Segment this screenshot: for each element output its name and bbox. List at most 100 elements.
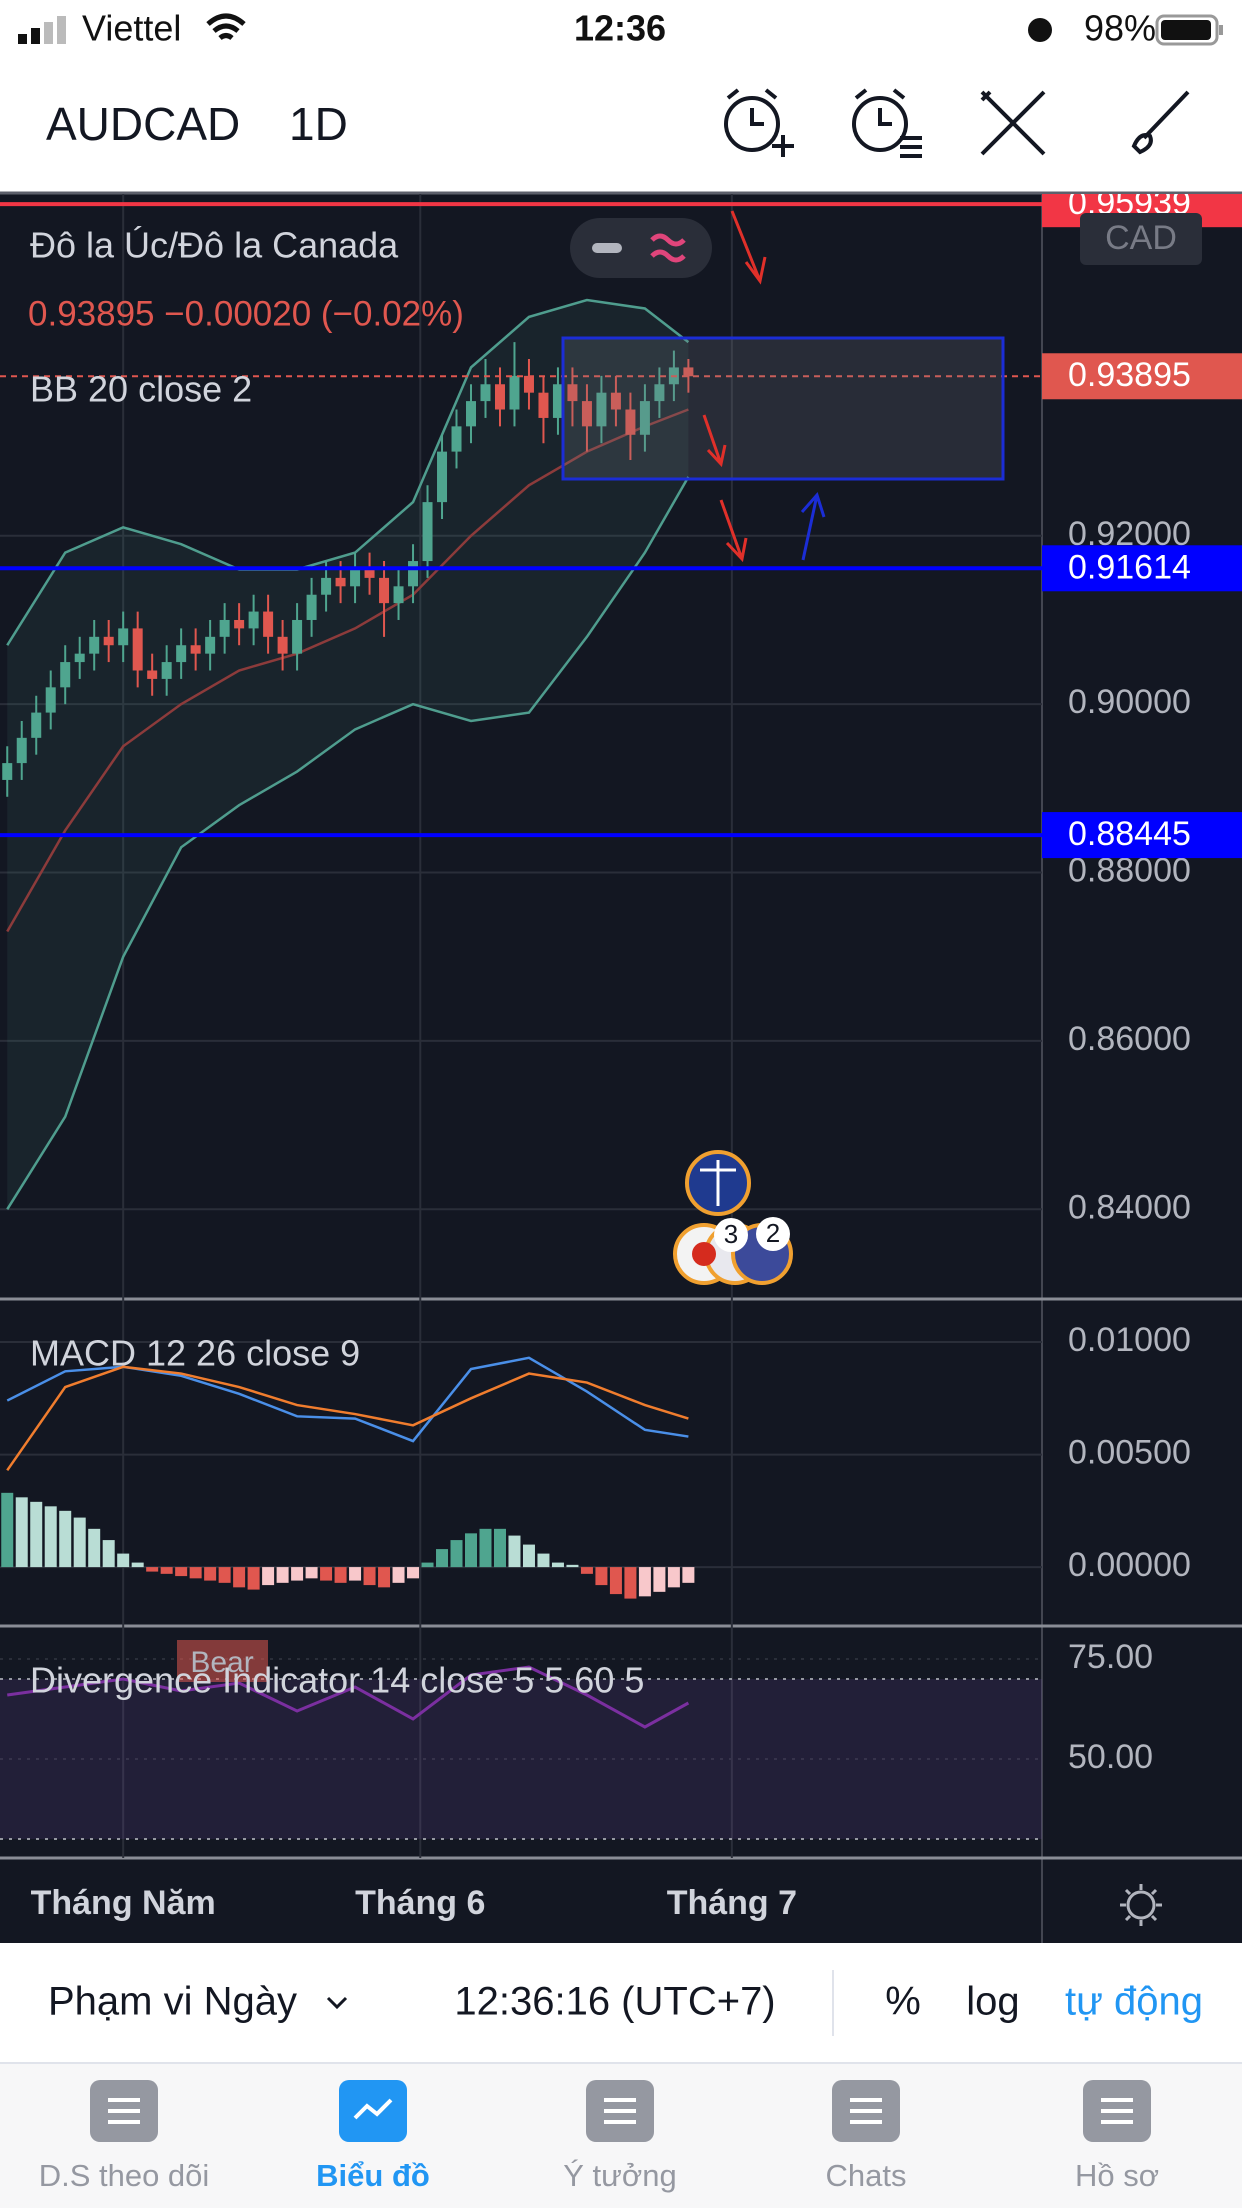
candle-body [292, 619, 303, 654]
alerts-list-icon[interactable] [852, 88, 922, 158]
brush-icon[interactable] [1131, 90, 1190, 155]
percent-toggle[interactable]: % [885, 1980, 921, 2024]
chevron[interactable] [326, 1996, 348, 2010]
tab-label[interactable]: Hồ sơ [1075, 2158, 1159, 2193]
foreground: Viettel 12:36 98% AUDCAD 1D Đô la Úc/Đô … [18, 8, 1223, 2193]
legend-pill[interactable] [570, 218, 712, 278]
price-label: 0.88445 [1068, 815, 1191, 853]
histogram-bar [320, 1567, 333, 1581]
events[interactable]: 3 2 [673, 1150, 793, 1285]
arrow-drawing[interactable] [730, 210, 767, 285]
tab-icon-detail [850, 2098, 882, 2124]
candle-body [379, 577, 390, 604]
macd-label: MACD 12 26 close 9 [30, 1333, 360, 1374]
collapse-icon[interactable] [592, 243, 622, 253]
candle-body [466, 401, 477, 427]
auto-toggle[interactable]: tự động [1065, 1980, 1203, 2024]
candle-body [364, 569, 375, 578]
arrow-drawing[interactable] [702, 414, 727, 468]
candle-body [234, 619, 245, 629]
y-tick-label: 0.84000 [1068, 1188, 1191, 1226]
battery-level [1161, 20, 1211, 40]
candle-body [45, 687, 56, 713]
tools-icon[interactable] [980, 90, 1046, 156]
indicator-label: BB 20 close 2 [30, 369, 252, 410]
wifi-icon [206, 13, 246, 41]
event-count: 2 [766, 1218, 780, 1248]
arrow-drawing[interactable] [800, 492, 826, 561]
candle-body [190, 645, 201, 654]
candle-body [31, 712, 42, 738]
rectangle-drawing[interactable] [561, 336, 1005, 481]
histogram-bar [15, 1497, 28, 1568]
clock[interactable]: 12:36:16 (UTC+7) [454, 1980, 775, 2024]
candle-body [581, 401, 592, 427]
interval[interactable]: 1D [289, 98, 348, 150]
date-range[interactable]: Phạm vi Ngày [48, 1980, 297, 2024]
price-label: 0.91614 [1068, 548, 1191, 586]
add-alert-icon[interactable] [724, 88, 794, 157]
battery-percent: 98% [1084, 8, 1156, 49]
tab-label[interactable]: D.S theo dõi [39, 2158, 210, 2193]
candle-body [451, 426, 462, 452]
histogram-bar [204, 1567, 217, 1581]
histogram-bar [102, 1540, 115, 1568]
path-shape [854, 88, 922, 158]
price-label-bg [1042, 353, 1242, 400]
candle-body [89, 636, 100, 654]
histogram-bar [580, 1567, 593, 1574]
tab-label[interactable]: Chats [826, 2158, 907, 2193]
y-tick-label: 0.01000 [1068, 1321, 1191, 1359]
alarm-icon [1028, 18, 1052, 42]
candle-body [422, 502, 433, 562]
x-tick-label: Tháng 7 [667, 1884, 797, 1922]
y-tick-label: 0.00000 [1068, 1546, 1191, 1584]
tab-icon-detail [108, 2098, 140, 2124]
circle-shape [852, 96, 908, 152]
histogram-bar [392, 1567, 405, 1583]
candle-body [683, 367, 694, 377]
battery-tip [1219, 25, 1223, 35]
badge [756, 1217, 790, 1251]
histogram-bar [436, 1549, 449, 1568]
candle-body [538, 392, 549, 418]
circle-shape [724, 96, 780, 152]
candle-body [567, 384, 578, 402]
tab-label[interactable]: Ý tưởng [563, 2158, 676, 2193]
carrier: Viettel [82, 8, 181, 49]
indicator-icon[interactable] [650, 233, 686, 263]
candle-body [654, 384, 665, 402]
candle-body [176, 645, 187, 663]
histogram-bar [465, 1533, 478, 1568]
signal-bar [31, 28, 40, 44]
y-tick-label: 0.86000 [1068, 1020, 1191, 1058]
histogram-bar [334, 1567, 347, 1583]
log-toggle[interactable]: log [966, 1980, 1019, 2024]
bollinger-upper [6, 298, 690, 646]
candle-body [2, 763, 13, 780]
histogram-bar [146, 1567, 159, 1572]
price-label: 0.93895 [1068, 356, 1191, 394]
symbol-description: Đô la Úc/Đô la Canada [30, 225, 399, 266]
candle-body [147, 670, 158, 679]
currency-badge [1080, 213, 1202, 265]
arrow-drawing[interactable] [719, 499, 748, 563]
symbol[interactable]: AUDCAD [46, 98, 240, 150]
histogram-bar [378, 1567, 391, 1588]
oscillator-line [7, 1665, 690, 1729]
histogram-bar [131, 1562, 144, 1568]
candle-body [263, 611, 274, 637]
candle-body [437, 451, 448, 503]
legend-buttons[interactable] [570, 218, 712, 278]
histogram-bar [59, 1510, 72, 1568]
candle-body [16, 737, 27, 764]
tab-label[interactable]: Biểu đồ [316, 2158, 430, 2193]
signal-bar [57, 16, 66, 44]
candle-body [161, 662, 172, 679]
candle-body [335, 577, 346, 587]
settings-icon[interactable] [1126, 1890, 1156, 1920]
candle-body [596, 392, 607, 427]
